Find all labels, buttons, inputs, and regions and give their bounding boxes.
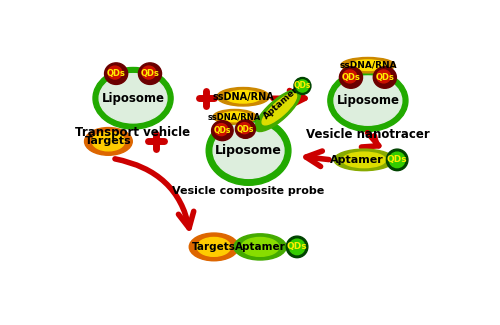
Ellipse shape xyxy=(108,66,122,79)
Text: Aptamer: Aptamer xyxy=(234,242,286,252)
Text: Liposome: Liposome xyxy=(102,92,164,105)
Circle shape xyxy=(286,236,308,258)
Ellipse shape xyxy=(334,149,394,171)
Ellipse shape xyxy=(242,238,279,256)
Ellipse shape xyxy=(220,112,250,122)
Ellipse shape xyxy=(84,127,132,155)
Circle shape xyxy=(390,152,405,168)
Circle shape xyxy=(294,77,311,95)
Text: ssDNA/RNA: ssDNA/RNA xyxy=(208,112,262,121)
Circle shape xyxy=(296,80,308,92)
Text: QDs: QDs xyxy=(387,155,407,164)
Text: Targets: Targets xyxy=(85,136,132,146)
Ellipse shape xyxy=(104,63,128,84)
Ellipse shape xyxy=(238,123,250,134)
Text: ssDNA/RNA: ssDNA/RNA xyxy=(339,61,396,70)
Ellipse shape xyxy=(374,67,396,88)
Ellipse shape xyxy=(212,121,233,141)
Text: Aptamer: Aptamer xyxy=(262,85,301,121)
Ellipse shape xyxy=(215,124,228,136)
Text: Vesicle composite probe: Vesicle composite probe xyxy=(172,186,324,196)
Ellipse shape xyxy=(213,123,284,178)
Ellipse shape xyxy=(340,67,362,88)
Ellipse shape xyxy=(342,152,386,168)
Ellipse shape xyxy=(93,68,173,129)
Text: Liposome: Liposome xyxy=(215,144,282,157)
Circle shape xyxy=(386,149,408,171)
Ellipse shape xyxy=(142,66,156,79)
Ellipse shape xyxy=(236,120,256,138)
Ellipse shape xyxy=(334,76,402,125)
Text: Liposome: Liposome xyxy=(336,94,400,107)
Text: QDs: QDs xyxy=(342,73,360,82)
Text: ssDNA/RNA: ssDNA/RNA xyxy=(212,92,274,102)
Ellipse shape xyxy=(377,70,390,83)
Text: QDs: QDs xyxy=(237,124,254,134)
Ellipse shape xyxy=(138,63,162,84)
Text: QDs: QDs xyxy=(294,82,311,90)
Ellipse shape xyxy=(217,87,270,106)
Text: Aptamer: Aptamer xyxy=(330,155,383,165)
Ellipse shape xyxy=(213,110,256,124)
Circle shape xyxy=(290,239,305,255)
Ellipse shape xyxy=(92,132,124,151)
Ellipse shape xyxy=(328,70,408,131)
Ellipse shape xyxy=(255,90,300,132)
Ellipse shape xyxy=(190,233,238,261)
Text: QDs: QDs xyxy=(286,242,308,252)
Text: QDs: QDs xyxy=(214,126,231,135)
Ellipse shape xyxy=(99,74,167,123)
Ellipse shape xyxy=(343,70,356,83)
Ellipse shape xyxy=(350,60,386,71)
Ellipse shape xyxy=(234,234,286,260)
Ellipse shape xyxy=(226,90,261,103)
Text: Transport vehicle: Transport vehicle xyxy=(76,126,190,139)
Ellipse shape xyxy=(197,238,230,256)
Ellipse shape xyxy=(341,58,395,73)
Text: Targets: Targets xyxy=(192,242,236,252)
Ellipse shape xyxy=(262,93,296,125)
Text: QDs: QDs xyxy=(140,69,160,78)
Text: Vesicle nanotracer: Vesicle nanotracer xyxy=(306,128,430,141)
Text: QDs: QDs xyxy=(376,73,394,82)
Text: QDs: QDs xyxy=(106,69,126,78)
Ellipse shape xyxy=(206,116,291,185)
